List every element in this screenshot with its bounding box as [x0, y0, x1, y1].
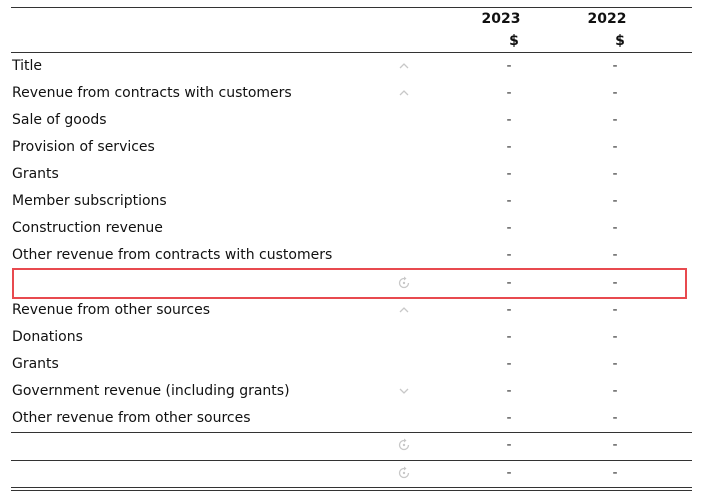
- value-2023: -: [506, 139, 512, 155]
- subtotal-rule: [11, 432, 692, 433]
- value-2022: -: [612, 193, 618, 209]
- chevron-down-icon[interactable]: [396, 383, 412, 399]
- currency-2023-header: $: [509, 33, 519, 49]
- value-2022: -: [612, 302, 618, 318]
- row-label: Other revenue from other sources: [12, 410, 251, 426]
- row-label: Revenue from other sources: [12, 302, 210, 318]
- total-rule: [11, 460, 692, 461]
- bottom-rule-2: [11, 490, 692, 491]
- table-row[interactable]: Member subscriptions - -: [0, 188, 707, 215]
- value-2022: -: [612, 247, 618, 263]
- row-label: Grants: [12, 166, 59, 182]
- row-label: Government revenue (including grants): [12, 383, 290, 399]
- value-2022: -: [612, 356, 618, 372]
- row-label: Provision of services: [12, 139, 155, 155]
- value-2022: -: [612, 220, 618, 236]
- bottom-rule-1: [11, 487, 692, 488]
- row-label: Sale of goods: [12, 112, 107, 128]
- chevron-up-icon[interactable]: [396, 58, 412, 74]
- value-2023: -: [506, 329, 512, 345]
- table-row[interactable]: Grants - -: [0, 351, 707, 378]
- value-2023: -: [506, 410, 512, 426]
- empty-table-row[interactable]: --: [0, 270, 707, 297]
- table-row[interactable]: Other revenue from other sources - -: [0, 405, 707, 432]
- value-2023: -: [506, 193, 512, 209]
- table-row[interactable]: Grants - -: [0, 161, 707, 188]
- empty-table-row[interactable]: --: [0, 432, 707, 459]
- table-row[interactable]: Revenue from contracts with customers - -: [0, 80, 707, 107]
- value-2023: -: [506, 465, 512, 481]
- value-2022: -: [612, 437, 618, 453]
- value-2022: -: [612, 139, 618, 155]
- chevron-up-icon[interactable]: [396, 85, 412, 101]
- value-2022: -: [612, 58, 618, 74]
- value-2022: -: [612, 465, 618, 481]
- table-row[interactable]: Revenue from other sources - -: [0, 297, 707, 324]
- value-2022: -: [612, 166, 618, 182]
- table-row[interactable]: Construction revenue - -: [0, 215, 707, 242]
- currency-2022-header: $: [615, 33, 625, 49]
- value-2022: -: [612, 329, 618, 345]
- empty-table-row[interactable]: --: [0, 460, 707, 487]
- row-label: Donations: [12, 329, 83, 345]
- row-label: Construction revenue: [12, 220, 163, 236]
- value-2023: -: [506, 85, 512, 101]
- refresh-icon[interactable]: [396, 437, 412, 453]
- value-2022: -: [612, 275, 618, 291]
- table-row[interactable]: Provision of services - -: [0, 134, 707, 161]
- header-rule: [11, 52, 692, 53]
- table-row[interactable]: Sale of goods - -: [0, 107, 707, 134]
- top-rule: [11, 7, 692, 8]
- table-row[interactable]: Title - -: [0, 53, 707, 80]
- row-label: Other revenue from contracts with custom…: [12, 247, 333, 263]
- refresh-icon[interactable]: [396, 275, 412, 291]
- value-2023: -: [506, 112, 512, 128]
- value-2023: -: [506, 58, 512, 74]
- value-2023: -: [506, 166, 512, 182]
- table-row[interactable]: Donations - -: [0, 324, 707, 351]
- refresh-icon[interactable]: [396, 465, 412, 481]
- value-2022: -: [612, 410, 618, 426]
- row-label: Revenue from contracts with customers: [12, 85, 292, 101]
- value-2023: -: [506, 275, 512, 291]
- row-label: Grants: [12, 356, 59, 372]
- table-row[interactable]: Government revenue (including grants) - -: [0, 378, 707, 405]
- value-2023: -: [506, 383, 512, 399]
- selected-row-highlight: [12, 268, 687, 299]
- year-2022-header: 2022: [587, 11, 627, 27]
- value-2023: -: [506, 247, 512, 263]
- value-2023: -: [506, 220, 512, 236]
- year-2023-header: 2023: [481, 11, 521, 27]
- value-2023: -: [506, 437, 512, 453]
- value-2022: -: [612, 112, 618, 128]
- chevron-up-icon[interactable]: [396, 302, 412, 318]
- value-2023: -: [506, 302, 512, 318]
- value-2022: -: [612, 383, 618, 399]
- row-label: Member subscriptions: [12, 193, 167, 209]
- row-label: Title: [12, 58, 43, 74]
- value-2023: -: [506, 356, 512, 372]
- value-2022: -: [612, 85, 618, 101]
- table-row[interactable]: Other revenue from contracts with custom…: [0, 242, 707, 269]
